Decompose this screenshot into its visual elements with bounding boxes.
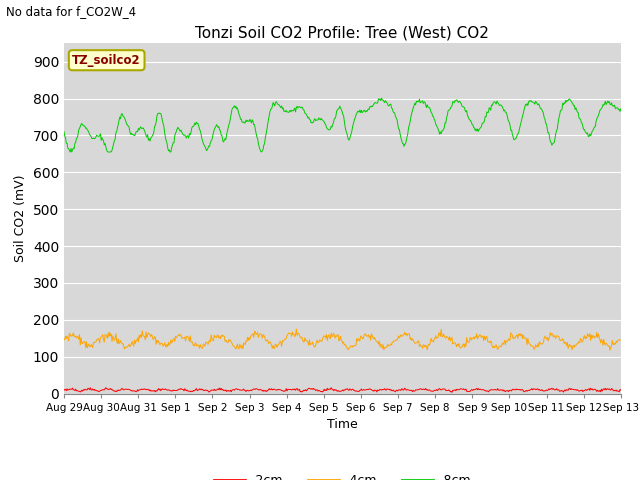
X-axis label: Time: Time (327, 418, 358, 431)
Text: TZ_soilco2: TZ_soilco2 (72, 54, 141, 67)
Text: No data for f_CO2W_4: No data for f_CO2W_4 (6, 5, 136, 18)
Title: Tonzi Soil CO2 Profile: Tree (West) CO2: Tonzi Soil CO2 Profile: Tree (West) CO2 (195, 25, 490, 41)
Legend: -2cm, -4cm, -8cm: -2cm, -4cm, -8cm (209, 469, 476, 480)
Y-axis label: Soil CO2 (mV): Soil CO2 (mV) (14, 175, 28, 262)
